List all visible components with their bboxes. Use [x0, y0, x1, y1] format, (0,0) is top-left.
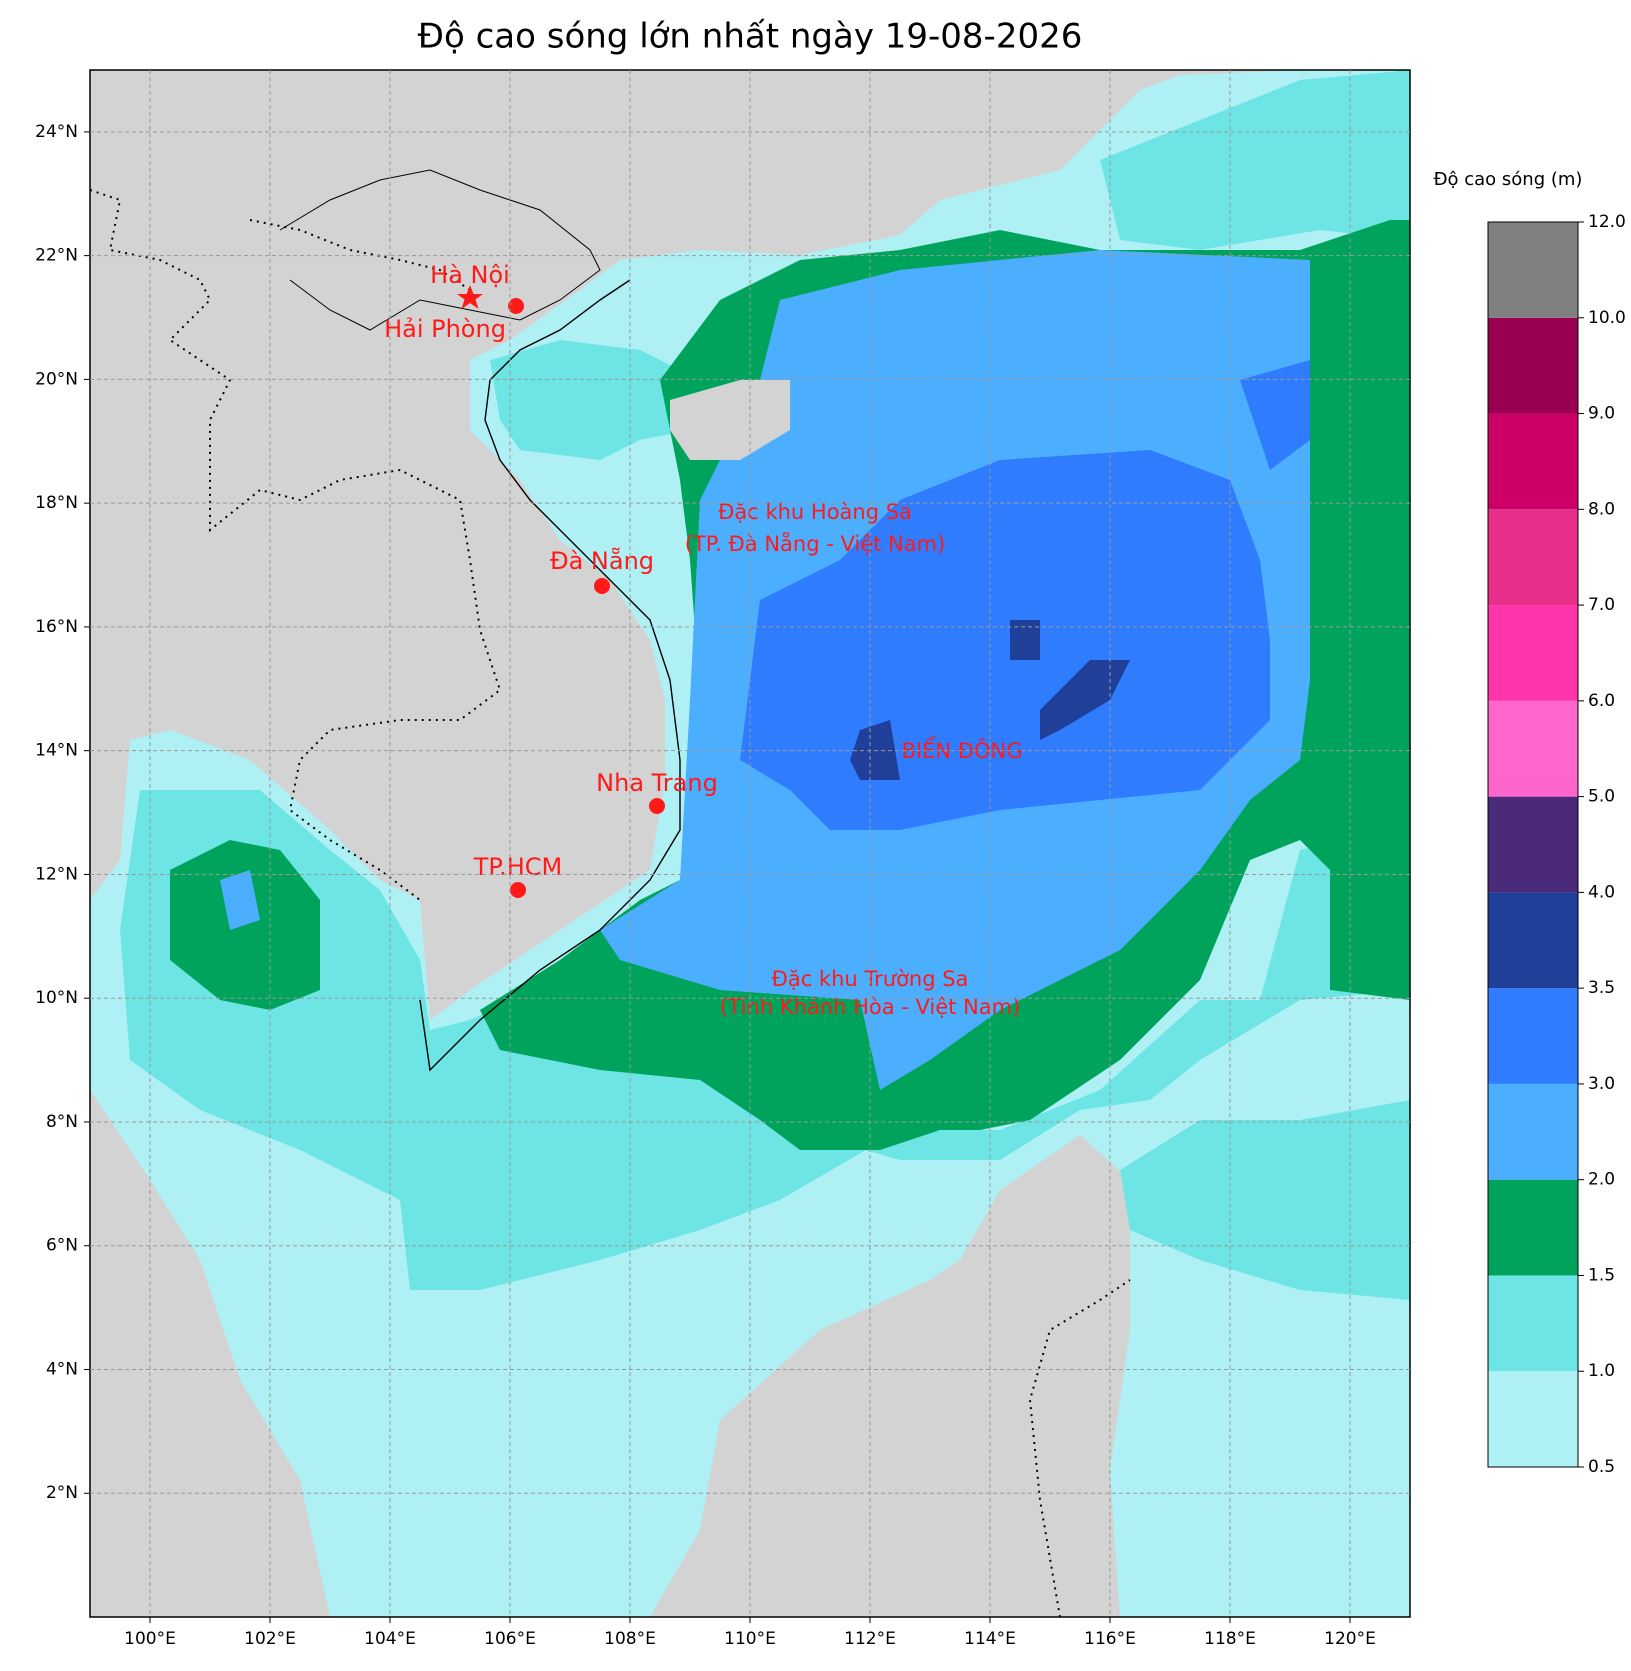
colorbar-segment — [1488, 413, 1578, 510]
colorbar-segment — [1488, 509, 1578, 606]
colorbar-tick-label: 12.0 — [1588, 212, 1626, 232]
sea-3-5 — [1040, 660, 1130, 740]
x-tick-label: 120°E — [1324, 1629, 1376, 1649]
y-tick-label: 18°N — [35, 493, 78, 513]
colorbar-tick-label: 4.0 — [1588, 882, 1615, 902]
island — [670, 380, 790, 460]
border — [1028, 1279, 1131, 1617]
annotation: (TP. Đà Nẵng - Việt Nam) — [685, 531, 946, 556]
map-title: Độ cao sóng lớn nhất ngày 19-08-2026 — [418, 17, 1083, 57]
colorbar-tick-label: 3.5 — [1588, 978, 1615, 998]
colorbar-segment — [1488, 1083, 1578, 1180]
city-marker — [508, 298, 524, 314]
y-tick-label: 2°N — [46, 1483, 78, 1503]
colorbar-segment — [1488, 988, 1578, 1084]
y-tick-label: 20°N — [35, 369, 78, 389]
colorbar-segment — [1488, 796, 1578, 893]
y-tick-label: 12°N — [35, 864, 78, 884]
city-label: Hải Phòng — [384, 315, 506, 343]
sea-1 — [120, 790, 1410, 1290]
province-lines — [279, 169, 601, 331]
sea-3-5 — [850, 720, 900, 780]
capital-marker — [457, 285, 483, 309]
city-marker — [594, 578, 610, 594]
x-tick-label: 110°E — [724, 1629, 776, 1649]
x-tick-label: 108°E — [604, 1629, 656, 1649]
city-marker — [510, 882, 526, 898]
colorbar-tick-label: 5.0 — [1588, 787, 1615, 807]
y-tick-label: 24°N — [35, 122, 78, 142]
colorbar-frame — [1487, 221, 1579, 1468]
colorbar-tick-label: 2.0 — [1588, 1170, 1615, 1190]
city-label: Hà Nội — [430, 261, 510, 289]
x-tick-label: 106°E — [484, 1629, 536, 1649]
x-tick-label: 112°E — [844, 1629, 896, 1649]
colorbar-tick-label: 8.0 — [1588, 499, 1615, 519]
border — [249, 219, 471, 291]
colorbar-segment — [1488, 1275, 1578, 1372]
x-tick-label: 116°E — [1084, 1629, 1136, 1649]
colorbar-segment — [1488, 317, 1578, 414]
coastline — [419, 279, 681, 1072]
x-tick-label: 114°E — [964, 1629, 1016, 1649]
y-tick-label: 16°N — [35, 617, 78, 637]
place-markers — [457, 285, 665, 898]
colorbar-segment — [1488, 1179, 1578, 1276]
annotation: BIỂN ĐÔNG — [901, 736, 1022, 763]
y-tick-label: 8°N — [46, 1112, 78, 1132]
x-tick-label: 104°E — [364, 1629, 416, 1649]
sea-1 — [1100, 70, 1410, 250]
sea-3 — [1240, 360, 1310, 470]
colorbar-tick-label: 1.5 — [1588, 1265, 1615, 1285]
y-tick-label: 4°N — [46, 1359, 78, 1379]
y-tick-label: 14°N — [35, 741, 78, 761]
sea-1 — [490, 340, 700, 460]
sea-3-5 — [1010, 620, 1040, 660]
y-tick-label: 22°N — [35, 246, 78, 266]
colorbar-tick-label: 0.5 — [1588, 1457, 1615, 1477]
y-tick-label: 6°N — [46, 1236, 78, 1256]
sea-1 — [1120, 1100, 1410, 1300]
sea-2 — [220, 870, 260, 930]
colorbar-segment — [1488, 892, 1578, 989]
city-marker — [649, 798, 665, 814]
colorbar-tick-label: 1.0 — [1588, 1361, 1615, 1381]
colorbar-tick-label: 9.0 — [1588, 404, 1615, 424]
colorbar-tick-label: 7.0 — [1588, 595, 1615, 615]
colorbar-segment — [1488, 1371, 1578, 1467]
colorbar-label: Độ cao sóng (m) — [1434, 169, 1583, 190]
city-label: Đà Nẵng — [550, 546, 654, 575]
x-tick-label: 102°E — [244, 1629, 296, 1649]
colorbar-segment — [1488, 222, 1578, 318]
x-tick-label: 100°E — [124, 1629, 176, 1649]
colorbar-tick-label: 3.0 — [1588, 1074, 1615, 1094]
city-label: Nha Trang — [596, 769, 718, 797]
city-label: TP.HCM — [473, 853, 563, 881]
colorbar-tick-label: 6.0 — [1588, 691, 1615, 711]
colorbar-tick-label: 10.0 — [1588, 308, 1626, 328]
colorbar-segment — [1488, 700, 1578, 797]
x-tick-label: 118°E — [1204, 1629, 1256, 1649]
y-tick-label: 10°N — [35, 988, 78, 1008]
colorbar-segment — [1488, 605, 1578, 701]
